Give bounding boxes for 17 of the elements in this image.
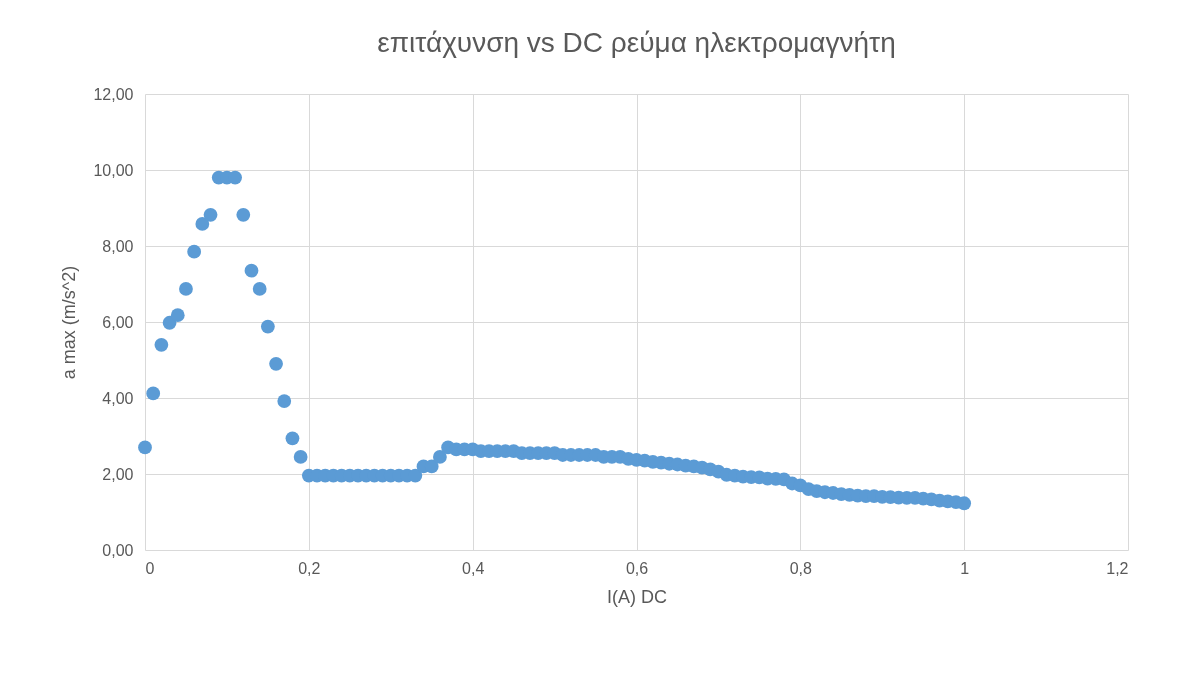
- x-tick-label: 0,8: [789, 559, 813, 577]
- y-tick-label: 6,00: [102, 313, 134, 331]
- x-tick-label: 1,2: [1106, 559, 1129, 577]
- x-tick-label: 0,4: [462, 559, 485, 577]
- x-tick-label: 0: [145, 559, 155, 577]
- x-tick-label: 0,6: [625, 559, 649, 577]
- y-tick-label: 12,00: [93, 85, 134, 103]
- x-axis-title: I(A) DC: [607, 586, 667, 607]
- x-tick-label: 1: [960, 559, 970, 577]
- y-axis-title: a max (m/s^2): [59, 265, 80, 380]
- x-tick-label: 0,2: [298, 559, 321, 577]
- y-tick-label: 10,00: [93, 161, 134, 179]
- y-tick-label: 0,00: [102, 541, 134, 559]
- y-tick-label: 8,00: [102, 237, 134, 255]
- chart-title: επιτάχυνση vs DC ρεύμα ηλεκτρομαγνήτη: [377, 27, 896, 58]
- y-tick-label: 4,00: [102, 389, 134, 407]
- y-tick-label: 2,00: [102, 465, 134, 483]
